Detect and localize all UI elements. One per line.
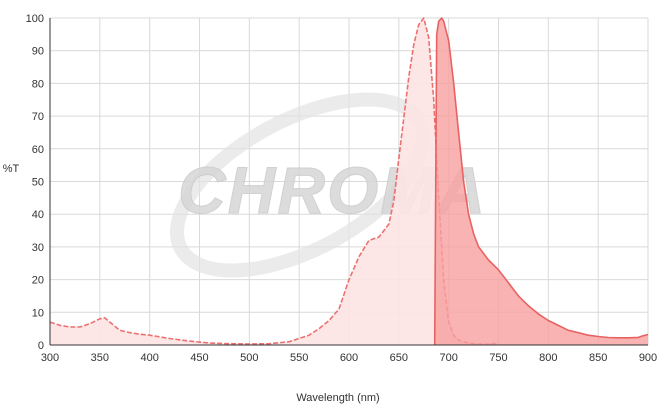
- y-tick-label: 60: [32, 144, 44, 156]
- emission-area: [434, 18, 648, 345]
- x-tick-label: 550: [290, 352, 308, 364]
- y-tick-label: 100: [26, 13, 44, 25]
- x-tick-label: 900: [639, 352, 657, 364]
- tick-labels: 300 350 400 450 500 550 600 650 700 750 800 850 900 0…: [26, 13, 658, 364]
- x-tick-label: 850: [589, 352, 607, 364]
- x-tick-label: 300: [41, 352, 59, 364]
- x-tick-label: 650: [390, 352, 408, 364]
- x-tick-label: 400: [140, 352, 158, 364]
- series-layer: [49, 17, 649, 346]
- emission-line: [433, 17, 649, 346]
- x-tick-label: 600: [340, 352, 358, 364]
- x-tick-label: 800: [539, 352, 557, 364]
- y-tick-label: 80: [32, 78, 44, 90]
- x-tick-label: 750: [489, 352, 507, 364]
- y-tick-label: 20: [32, 275, 44, 287]
- x-tick-label: 450: [190, 352, 208, 364]
- y-tick-label: 90: [32, 46, 44, 58]
- y-tick-label: 0: [38, 340, 44, 352]
- y-tick-label: 40: [32, 209, 44, 221]
- y-tick-label: 50: [32, 177, 44, 189]
- x-axis-title: Wavelength (nm): [296, 392, 379, 404]
- y-axis-title: %T: [3, 163, 20, 175]
- y-tick-label: 10: [32, 307, 44, 319]
- x-tick-label: 500: [240, 352, 258, 364]
- axes: [49, 18, 648, 346]
- excitation-area: [50, 18, 499, 345]
- y-tick-label: 30: [32, 242, 44, 254]
- y-tick-label: 70: [32, 111, 44, 123]
- x-tick-label: 700: [439, 352, 457, 364]
- x-tick-label: 350: [91, 352, 109, 364]
